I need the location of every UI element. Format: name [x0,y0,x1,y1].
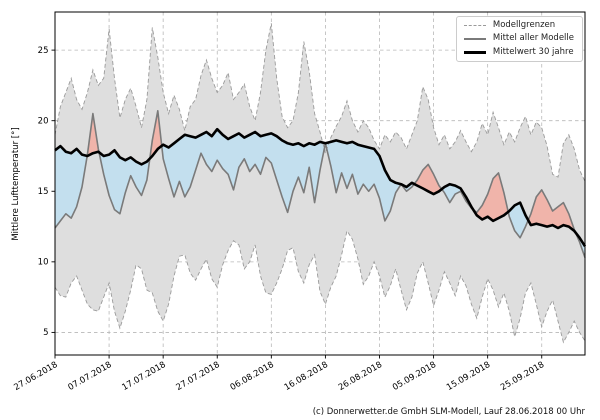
y-axis: 5 10 15 20 25 [38,46,55,338]
y-axis-label: Mittlere Lufttemperatur [°] [11,127,21,240]
plot-frame [54,11,586,356]
model-mean-line [54,110,586,258]
y-tick-label: 10 [38,258,49,268]
x-tick-label: 06.08.2018 [229,360,276,393]
x-tick-label: 25.09.2018 [499,360,546,393]
x-tick-label: 16.08.2018 [283,360,330,393]
solid-gray-line-icon [463,38,486,41]
mean-30yr-line [54,127,587,247]
legend-label: Modellgrenzen [492,20,556,30]
x-axis: 27.06.2018 07.07.2018 17.07.2018 27.07.2018… [12,355,546,393]
legend-label: Mittel aller Modelle [492,33,574,44]
legend-item-model-mean: Mittel aller Modelle [463,33,574,44]
x-tick-label: 07.07.2018 [66,360,113,393]
y-tick-label: 15 [38,187,49,197]
x-tick-label: 26.08.2018 [337,360,384,393]
model-upper-bound-line [54,23,586,182]
legend-label: Mittelwert 30 jahre [492,46,574,57]
y-tick-label: 25 [38,46,49,56]
x-tick-label: 27.07.2018 [175,360,222,393]
y-tick-label: 5 [43,328,48,338]
legend-item-model-bounds: Modellgrenzen [463,20,574,30]
copyright-credit: (c) Donnerwetter.de GmbH SLM-Modell, Lau… [312,407,585,417]
dashed-gray-line-icon [463,25,486,27]
thick-black-line-icon [463,50,486,54]
colder-than-normal-fill [55,129,585,258]
x-tick-label: 17.07.2018 [121,360,168,393]
x-tick-label: 05.09.2018 [391,360,438,393]
legend-item-30yr-mean: Mittelwert 30 jahre [463,46,574,57]
y-tick-label: 20 [38,116,49,126]
x-tick-label: 15.09.2018 [445,360,492,393]
chart-legend: Modellgrenzen Mittel aller Modelle Mitte… [455,16,583,63]
x-tick-label: 27.06.2018 [12,360,59,393]
